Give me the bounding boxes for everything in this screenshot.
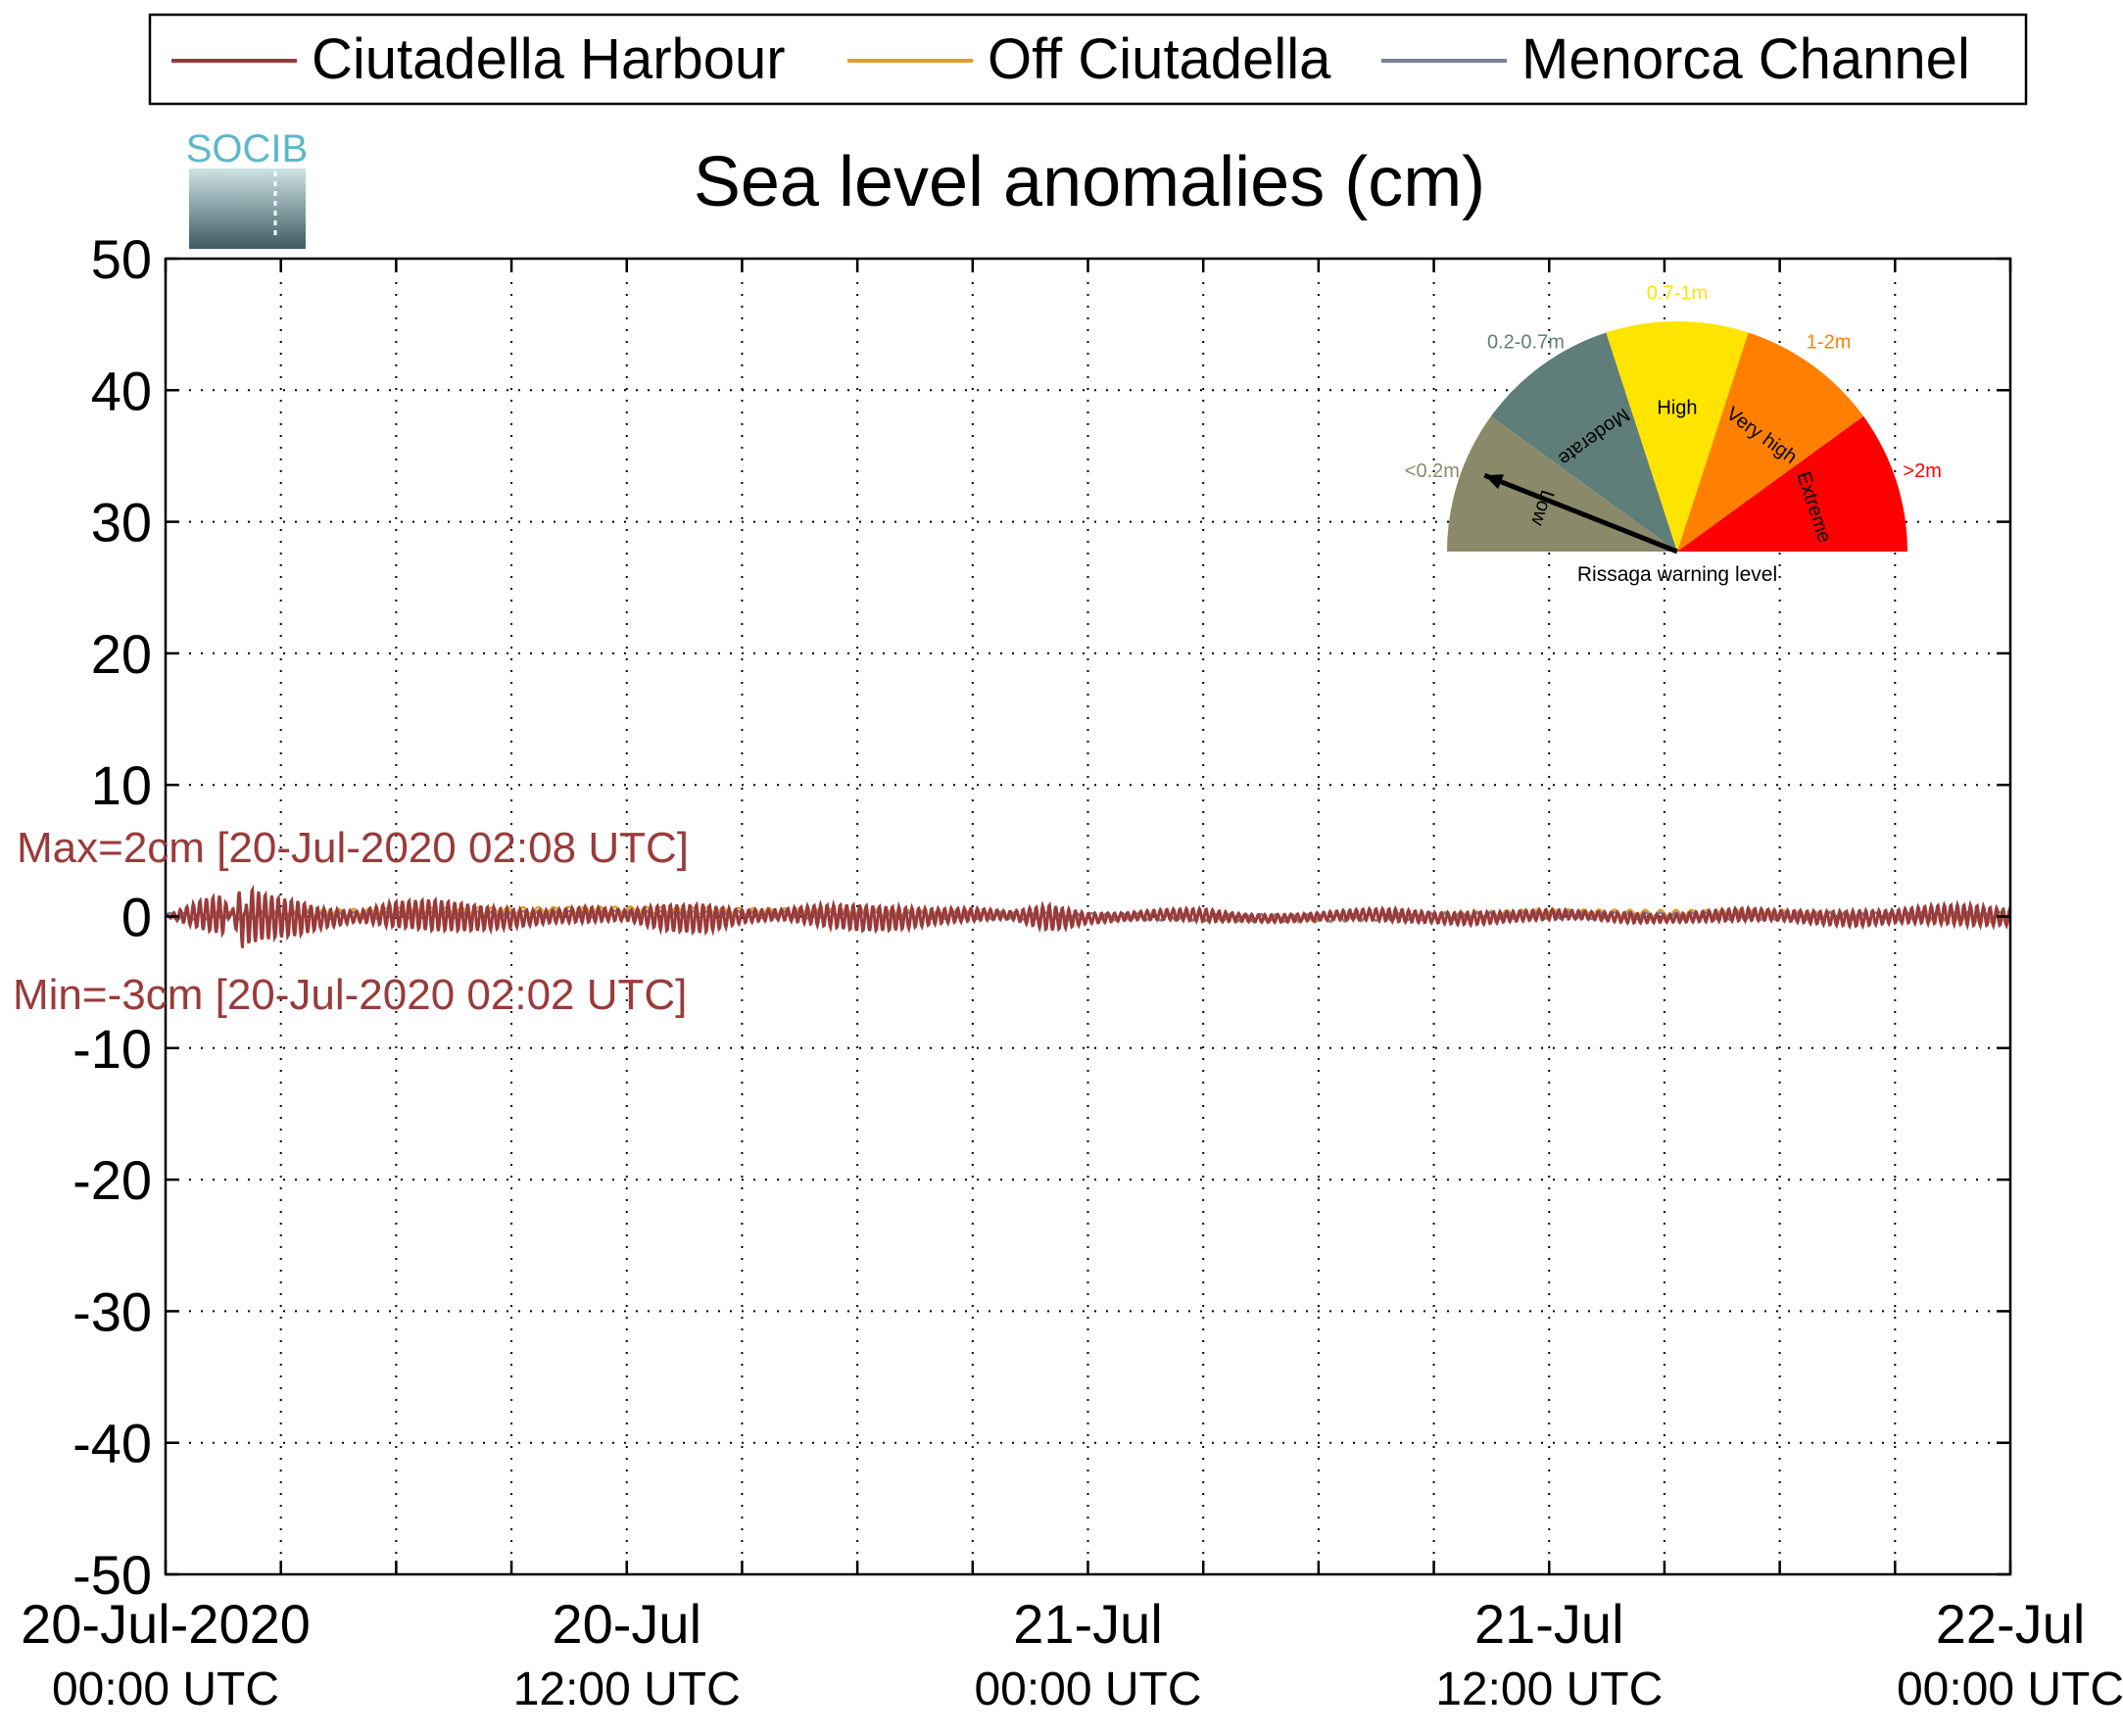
ticks — [164, 257, 2012, 1576]
gauge-needle-head — [1484, 474, 1504, 490]
y-tick-label: 0 — [121, 887, 152, 948]
y-tick-label: 30 — [91, 492, 152, 554]
min-annotation: Min=-3cm [20-Jul-2020 02:02 UTC] — [13, 971, 687, 1019]
gauge-range-label: >2m — [1903, 460, 1941, 482]
gauge-range-label: <0.2m — [1405, 460, 1460, 482]
gauge-caption: Rissaga warning level — [1577, 563, 1777, 586]
y-tick-labels: 50 40 30 20 10 0 -10 -20 -30 -40 -50 — [72, 228, 152, 1606]
x-tick-label-date: 21-Jul — [1013, 1593, 1163, 1655]
y-tick-label: 40 — [91, 360, 152, 421]
gauge-segment-label: High — [1657, 398, 1697, 419]
gauge-segment — [1447, 415, 1677, 552]
x-tick-label-date: 20-Jul-2020 — [21, 1593, 311, 1655]
y-tick-label: -50 — [72, 1544, 152, 1606]
x-tick-labels: 20-Jul-2020 00:00 UTC 20-Jul 12:00 UTC 21-Ju… — [21, 1593, 2123, 1715]
logo-text: SOCIB — [186, 127, 308, 170]
y-tick-label: -20 — [72, 1149, 152, 1211]
chart-title: Sea level anomalies (cm) — [694, 143, 1485, 221]
gauge-range-label: 0.7-1m — [1647, 282, 1708, 304]
x-tick-label-time: 12:00 UTC — [513, 1664, 741, 1715]
gauge-segment — [1677, 332, 1864, 552]
gauge-segment — [1677, 415, 1907, 552]
series-line — [165, 884, 2012, 948]
gauge-segment — [1606, 321, 1749, 552]
series-layer — [164, 884, 2012, 948]
x-tick-label-time: 00:00 UTC — [52, 1664, 279, 1715]
x-tick-label-date: 22-Jul — [1936, 1593, 2086, 1655]
y-tick-label: 20 — [91, 623, 152, 685]
y-tick-label: 50 — [91, 228, 152, 290]
logo-block — [189, 169, 306, 249]
legend-label: Off Ciutadella — [988, 27, 1331, 91]
max-annotation: Max=2cm [20-Jul-2020 02:08 UTC] — [17, 824, 689, 872]
y-tick-label: -40 — [72, 1413, 152, 1474]
gauge-range-label: 1-2m — [1807, 332, 1852, 354]
x-tick-label-time: 00:00 UTC — [1897, 1664, 2123, 1715]
legend-label: Ciutadella Harbour — [312, 27, 786, 91]
gauge-range-label: 0.2-0.7m — [1487, 332, 1565, 354]
gauge-segment — [1490, 332, 1677, 552]
x-tick-label-date: 21-Jul — [1474, 1593, 1624, 1655]
y-tick-label: -30 — [72, 1280, 152, 1342]
gauge-needle — [1483, 472, 1678, 555]
x-tick-label-date: 20-Jul — [552, 1593, 701, 1655]
legend-label: Menorca Channel — [1521, 27, 1970, 91]
socib-logo: SOCIB — [186, 127, 308, 249]
legend-box — [148, 13, 2028, 106]
y-tick-label: 10 — [91, 754, 152, 816]
y-tick-label: -10 — [72, 1018, 152, 1080]
x-tick-label-time: 00:00 UTC — [974, 1664, 1201, 1715]
x-tick-label-time: 12:00 UTC — [1435, 1664, 1663, 1715]
legend: Ciutadella Harbour Off Ciutadella Menorca … — [171, 27, 1970, 91]
